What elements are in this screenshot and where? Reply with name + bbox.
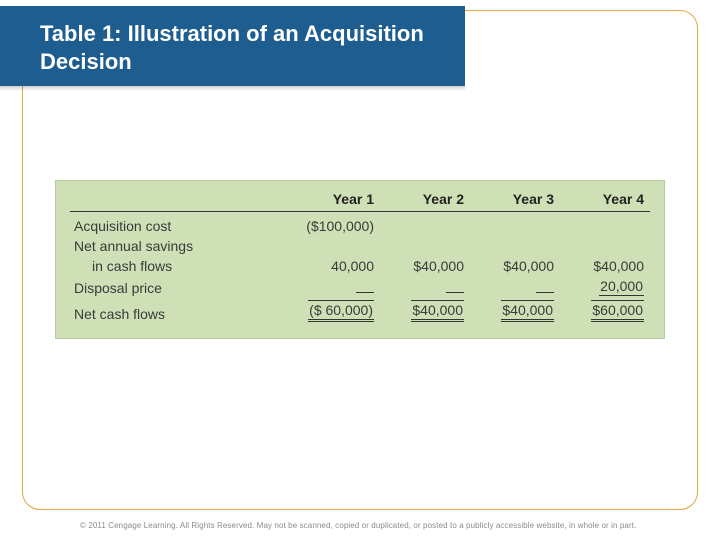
header-blank [70, 205, 290, 211]
table-row: Net annual savings [70, 236, 650, 256]
cell: ($100,000) [290, 216, 380, 236]
col-header: Year 2 [380, 189, 470, 211]
cell: $40,000 [380, 256, 470, 276]
copyright-footer: © 2011 Cengage Learning. All Rights Rese… [80, 521, 680, 530]
row-label-savings-a: Net annual savings [70, 236, 290, 256]
col-header: Year 4 [560, 189, 650, 211]
row-label-savings-b: in cash flows [70, 256, 290, 276]
table-row: Net cash flows ($ 60,000) $40,000 $40,00… [70, 298, 650, 324]
acquisition-table: Year 1 Year 2 Year 3 Year 4 Acquisition … [55, 180, 665, 339]
cell: 40,000 [290, 256, 380, 276]
col-header: Year 3 [470, 189, 560, 211]
content-area: Year 1 Year 2 Year 3 Year 4 Acquisition … [55, 180, 665, 339]
col-header: Year 1 [290, 189, 380, 211]
cell [290, 278, 380, 298]
slide-title: Table 1: Illustration of an Acquisition … [40, 20, 447, 75]
cell [380, 232, 470, 236]
row-label-acq: Acquisition cost [70, 216, 290, 236]
cell [470, 232, 560, 236]
banner-shadow [0, 86, 465, 91]
table-row: Disposal price 20,000 [70, 276, 650, 298]
cell [560, 232, 650, 236]
cell: $40,000 [380, 298, 470, 324]
cell [470, 278, 560, 298]
table-header-row: Year 1 Year 2 Year 3 Year 4 [70, 189, 650, 212]
row-label-disposal: Disposal price [70, 278, 290, 298]
cell [380, 278, 470, 298]
row-label-net: Net cash flows [70, 304, 290, 324]
cell: $60,000 [560, 298, 650, 324]
cell: $40,000 [470, 256, 560, 276]
cell: $40,000 [470, 298, 560, 324]
table-row: in cash flows 40,000 $40,000 $40,000 $40… [70, 256, 650, 276]
title-banner: Table 1: Illustration of an Acquisition … [0, 6, 465, 86]
cell: 20,000 [560, 276, 650, 298]
cell: $40,000 [560, 256, 650, 276]
cell: ($ 60,000) [290, 298, 380, 324]
table-row: Acquisition cost ($100,000) [70, 216, 650, 236]
